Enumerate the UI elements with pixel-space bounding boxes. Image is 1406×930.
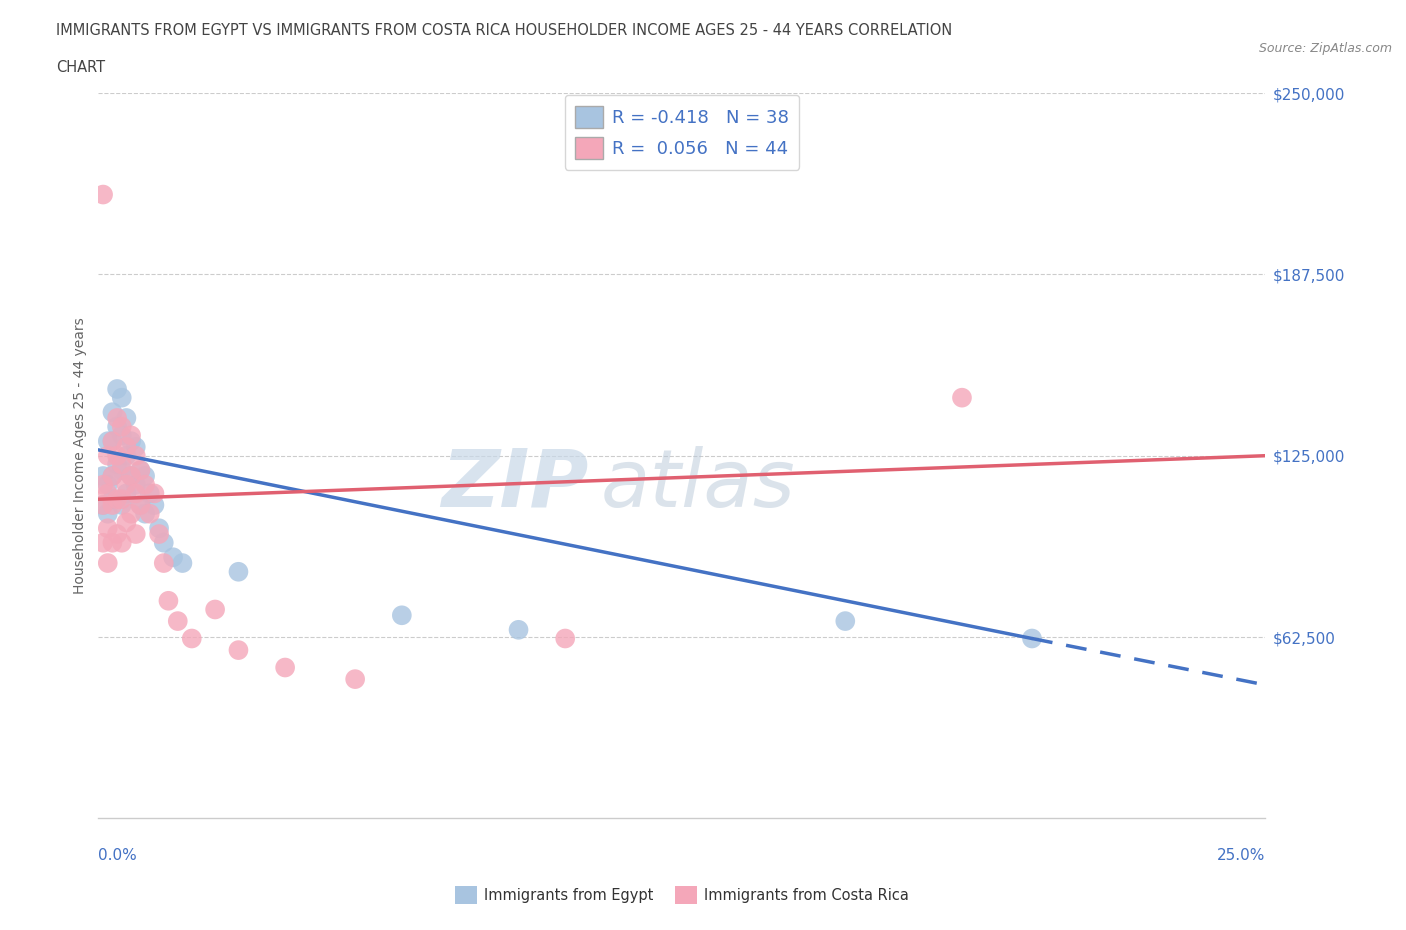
Point <box>91 536 114 551</box>
Point <box>139 486 162 501</box>
Point <box>143 498 166 512</box>
Point <box>91 477 114 492</box>
Point <box>97 506 120 521</box>
Point <box>120 428 142 443</box>
Point <box>125 448 148 463</box>
Point <box>101 469 124 484</box>
Point <box>115 515 138 530</box>
Point <box>120 469 142 484</box>
Point <box>180 631 202 646</box>
Point <box>166 614 188 629</box>
Y-axis label: Householder Income Ages 25 - 44 years: Householder Income Ages 25 - 44 years <box>73 317 87 594</box>
Point <box>91 498 114 512</box>
Point <box>125 526 148 541</box>
Point <box>105 526 128 541</box>
Point <box>105 381 128 396</box>
Point <box>97 555 120 570</box>
Point <box>152 536 174 551</box>
Point <box>129 498 152 512</box>
Point <box>950 391 973 405</box>
Point <box>125 477 148 492</box>
Point <box>111 463 134 478</box>
Point <box>125 486 148 501</box>
Point <box>129 463 152 478</box>
Point <box>111 457 134 472</box>
Point <box>148 526 170 541</box>
Point <box>115 440 138 455</box>
Point <box>105 492 128 507</box>
Point <box>105 410 128 425</box>
Point <box>125 440 148 455</box>
Point <box>111 536 134 551</box>
Point <box>228 565 250 579</box>
Point <box>139 506 162 521</box>
Point <box>344 671 367 686</box>
Point <box>152 555 174 570</box>
Point <box>115 410 138 425</box>
Point <box>91 498 114 512</box>
Point <box>120 506 142 521</box>
Point <box>148 521 170 536</box>
Point <box>101 536 124 551</box>
Legend: R = -0.418   N = 38, R =  0.056   N = 44: R = -0.418 N = 38, R = 0.056 N = 44 <box>565 95 799 169</box>
Text: 0.0%: 0.0% <box>98 848 138 863</box>
Point <box>91 187 114 202</box>
Point <box>105 419 128 434</box>
Point <box>134 477 156 492</box>
Point <box>101 492 124 507</box>
Point <box>101 405 124 419</box>
Point <box>91 469 114 484</box>
Point <box>157 593 180 608</box>
Point <box>111 428 134 443</box>
Point <box>129 498 152 512</box>
Point <box>101 498 124 512</box>
Point <box>111 391 134 405</box>
Point <box>391 608 413 623</box>
Point <box>101 433 124 448</box>
Text: 25.0%: 25.0% <box>1218 848 1265 863</box>
Text: CHART: CHART <box>56 60 105 75</box>
Text: IMMIGRANTS FROM EGYPT VS IMMIGRANTS FROM COSTA RICA HOUSEHOLDER INCOME AGES 25 -: IMMIGRANTS FROM EGYPT VS IMMIGRANTS FROM… <box>56 23 952 38</box>
Point <box>162 550 184 565</box>
Point <box>274 660 297 675</box>
Point <box>97 486 120 501</box>
Point <box>105 448 128 463</box>
Point <box>97 433 120 448</box>
Point <box>97 521 120 536</box>
Point <box>120 469 142 484</box>
Point <box>120 433 142 448</box>
Point <box>115 477 138 492</box>
Point <box>129 463 152 478</box>
Point <box>115 448 138 463</box>
Point <box>134 506 156 521</box>
Point <box>134 469 156 484</box>
Point <box>228 643 250 658</box>
Text: atlas: atlas <box>600 445 794 524</box>
Point <box>111 498 134 512</box>
Point <box>101 433 124 448</box>
Point <box>508 622 530 637</box>
Point <box>204 602 226 617</box>
Point <box>97 448 120 463</box>
Point <box>111 492 134 507</box>
Point <box>1021 631 1043 646</box>
Point <box>834 614 856 629</box>
Point <box>97 477 120 492</box>
Text: Source: ZipAtlas.com: Source: ZipAtlas.com <box>1258 42 1392 55</box>
Point <box>143 486 166 501</box>
Text: ZIP: ZIP <box>441 445 589 524</box>
Point <box>105 457 128 472</box>
Point <box>554 631 576 646</box>
Point <box>115 486 138 501</box>
Point <box>172 555 194 570</box>
Point <box>111 419 134 434</box>
Point <box>101 469 124 484</box>
